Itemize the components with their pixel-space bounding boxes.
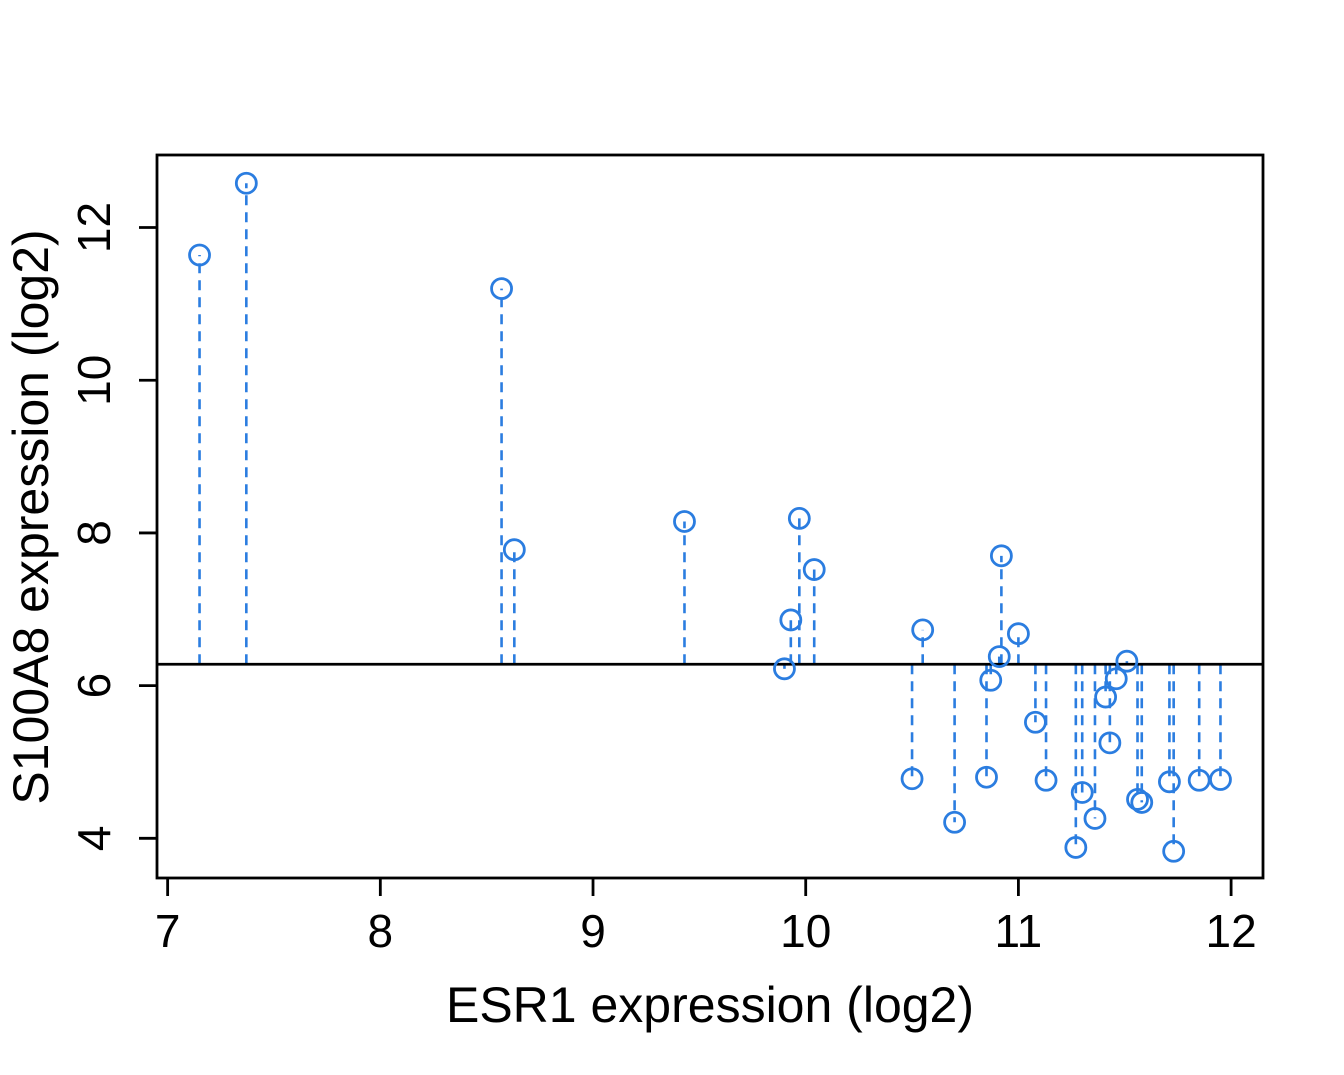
data-point: [1158, 770, 1181, 794]
data-points: [188, 171, 1232, 863]
data-point: [900, 767, 924, 791]
data-point: [1070, 781, 1094, 804]
data-point: [1024, 710, 1047, 734]
y-tick-label: 4: [68, 826, 120, 852]
data-point: [1064, 836, 1088, 859]
data-point: [1034, 768, 1058, 792]
data-point: [1115, 649, 1139, 673]
y-tick-label: 10: [68, 355, 120, 406]
data-point: [1162, 839, 1186, 863]
data-point: [779, 608, 803, 632]
x-axis: 7 8 9 10 11 12: [155, 878, 1257, 957]
y-tick-label: 8: [68, 520, 120, 546]
data-point: [188, 243, 211, 267]
data-point: [1083, 807, 1107, 830]
x-tick-label: 12: [1206, 905, 1257, 957]
data-point: [787, 507, 811, 530]
x-tick-label: 10: [780, 905, 831, 957]
y-tick-label: 6: [68, 673, 120, 699]
y-axis: 4 6 8 10 12: [68, 202, 157, 851]
data-point: [975, 765, 998, 789]
data-point: [502, 538, 526, 562]
data-point: [911, 618, 935, 642]
data-point: [773, 657, 796, 681]
y-tick-label: 12: [68, 202, 120, 253]
data-point: [673, 510, 696, 533]
data-point: [1126, 787, 1149, 811]
data-point: [490, 277, 513, 301]
stem-lines: [198, 183, 1222, 852]
data-point: [1104, 667, 1128, 691]
data-point: [943, 810, 966, 834]
x-tick-label: 9: [580, 905, 606, 957]
data-point: [1209, 768, 1232, 791]
data-point: [979, 668, 1003, 692]
data-point: [1007, 622, 1030, 646]
data-point: [234, 171, 258, 195]
x-tick-label: 8: [368, 905, 394, 957]
data-point: [989, 544, 1013, 568]
data-point: [1094, 685, 1118, 709]
plot-border-box: [155, 153, 1265, 880]
data-point: [1098, 731, 1122, 755]
y-axis-title: S100A8 expression (log2): [3, 229, 59, 804]
data-point: [987, 645, 1011, 668]
x-tick-label: 11: [995, 905, 1043, 957]
x-tick-label: 7: [155, 905, 181, 957]
x-axis-title: ESR1 expression (log2): [446, 977, 974, 1033]
data-point: [802, 558, 826, 581]
data-point: [1130, 791, 1154, 814]
